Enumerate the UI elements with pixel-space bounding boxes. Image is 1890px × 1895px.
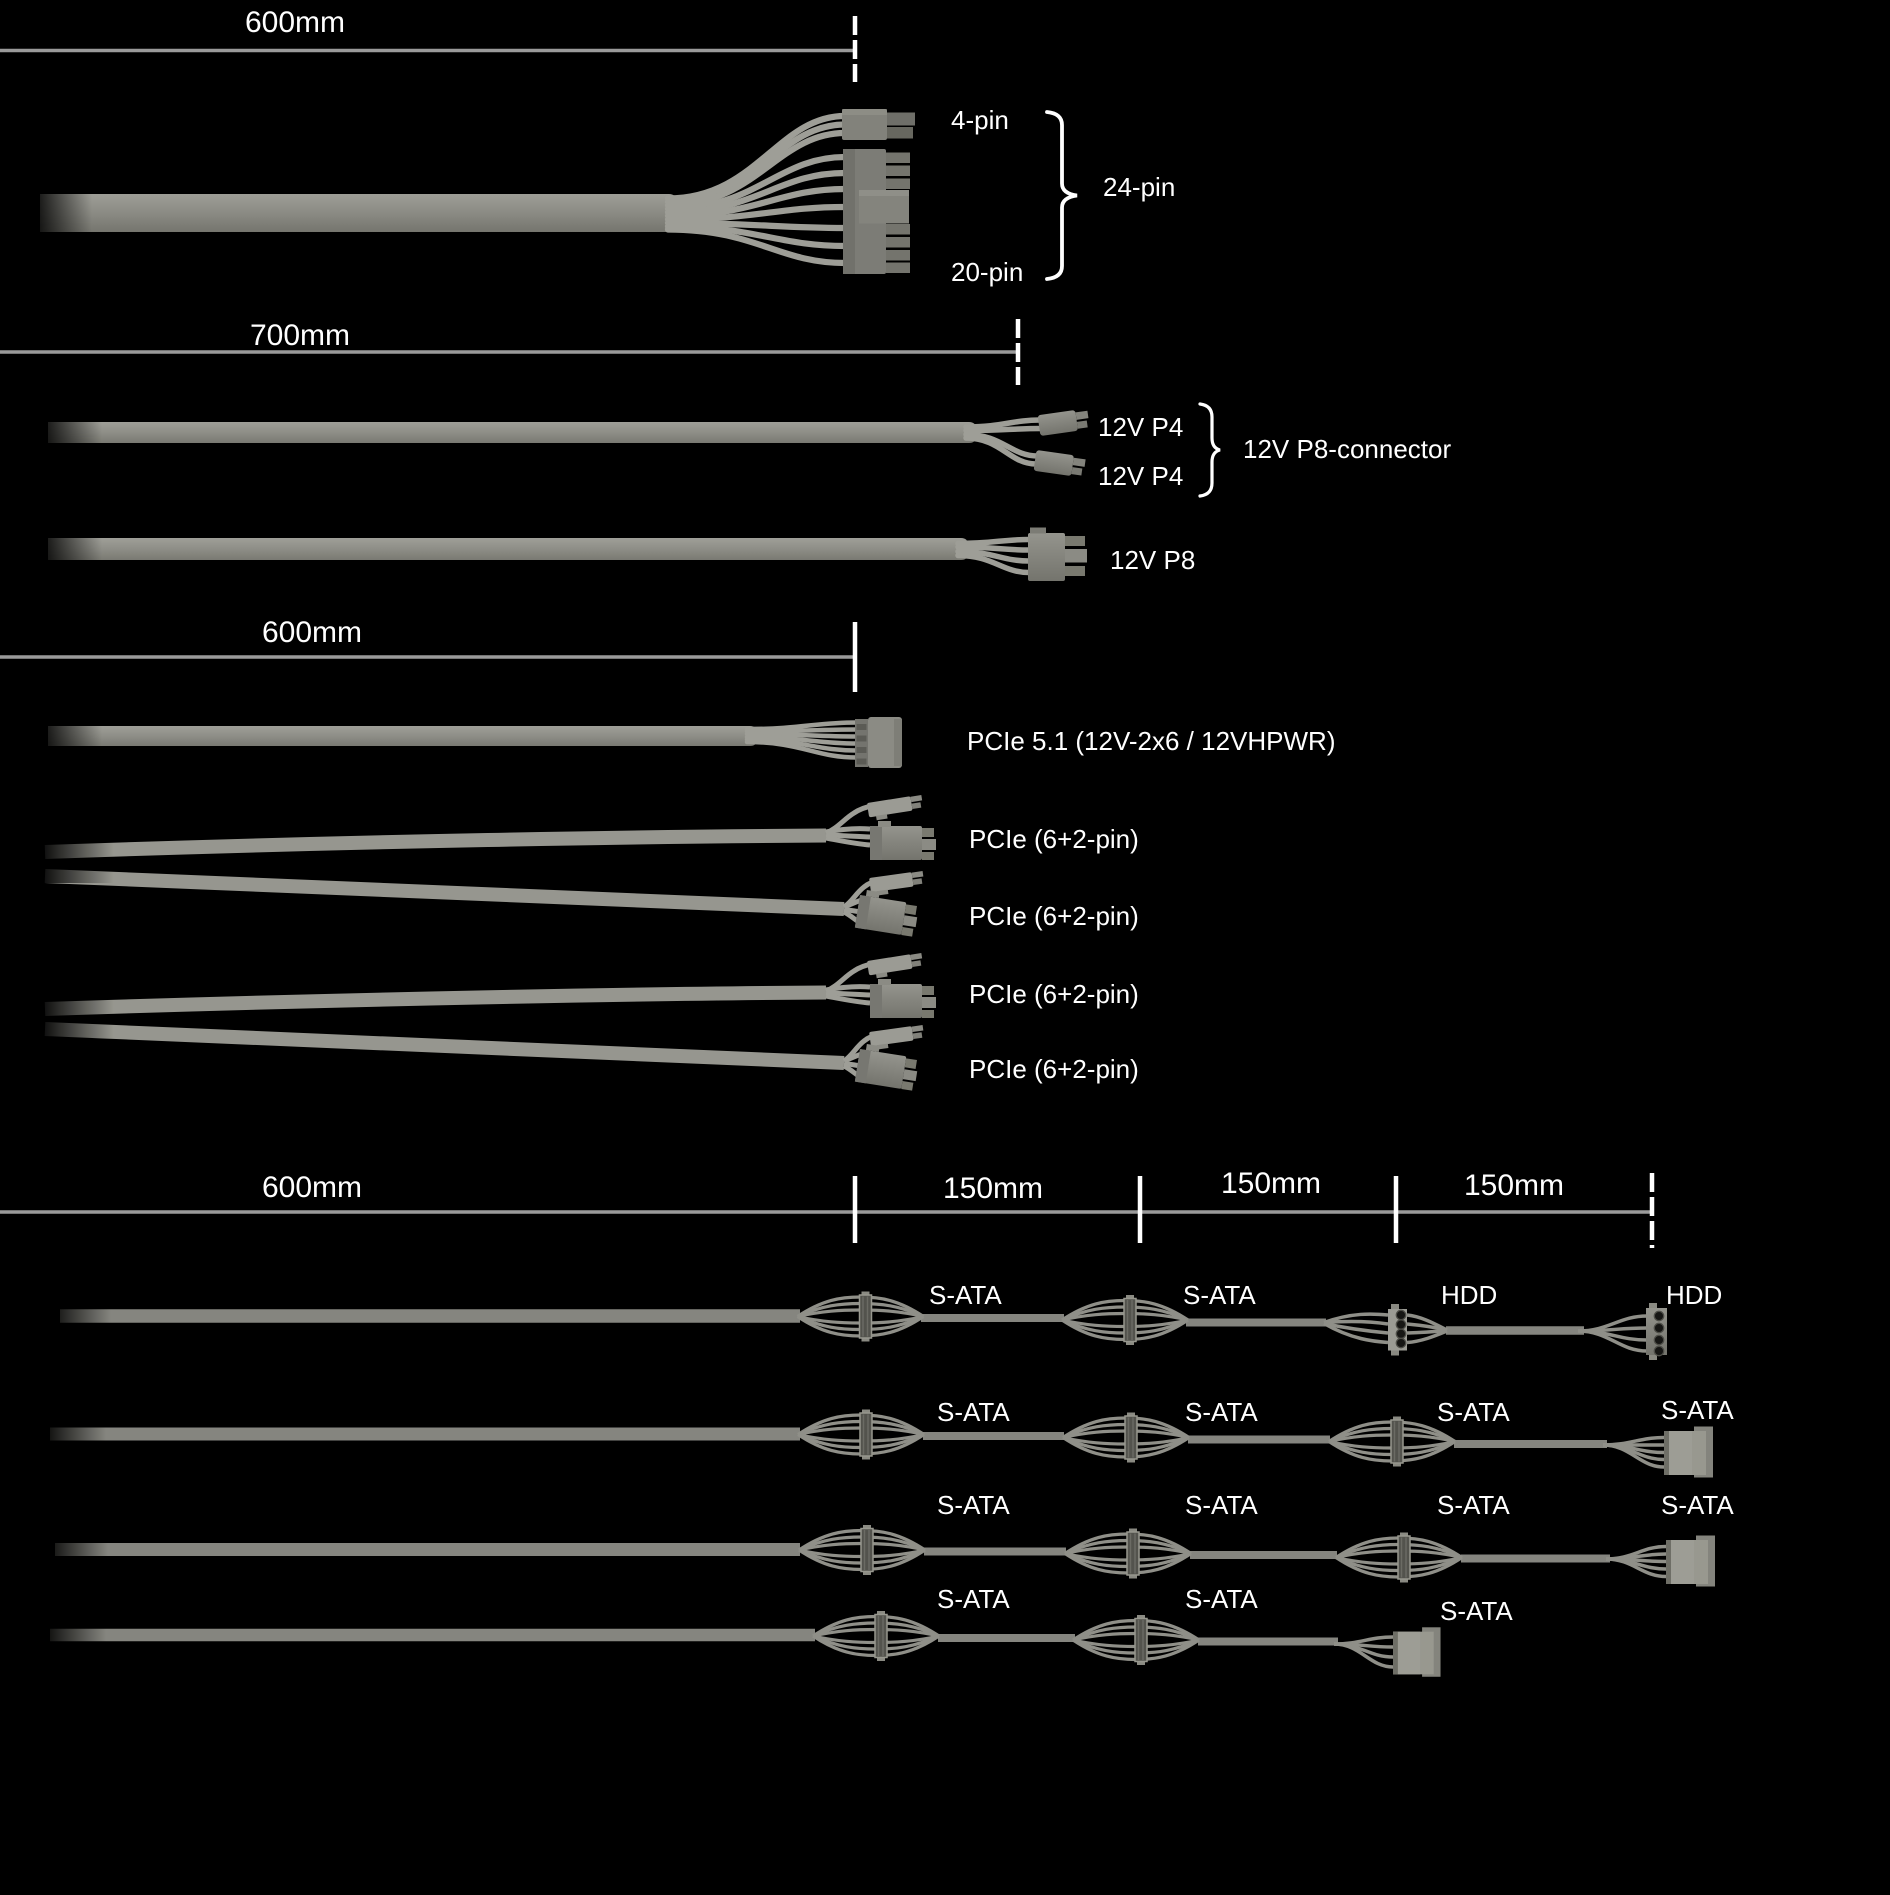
svg-text:HDD: HDD xyxy=(1441,1280,1497,1310)
svg-text:150mm: 150mm xyxy=(943,1172,1043,1205)
svg-text:S-ATA: S-ATA xyxy=(937,1397,1010,1427)
svg-text:12V P8: 12V P8 xyxy=(1110,545,1195,575)
svg-text:PCIe (6+2-pin): PCIe (6+2-pin) xyxy=(969,1054,1139,1084)
svg-text:S-ATA: S-ATA xyxy=(1185,1584,1258,1614)
svg-text:S-ATA: S-ATA xyxy=(1440,1596,1513,1626)
svg-text:S-ATA: S-ATA xyxy=(1661,1490,1734,1520)
svg-text:4-pin: 4-pin xyxy=(951,105,1009,135)
svg-text:S-ATA: S-ATA xyxy=(937,1584,1010,1614)
svg-text:24-pin: 24-pin xyxy=(1103,172,1175,202)
svg-text:S-ATA: S-ATA xyxy=(1185,1397,1258,1427)
svg-text:12V P4: 12V P4 xyxy=(1098,412,1183,442)
svg-text:HDD: HDD xyxy=(1666,1280,1722,1310)
svg-text:700mm: 700mm xyxy=(250,319,350,352)
svg-text:600mm: 600mm xyxy=(262,616,362,649)
svg-text:PCIe (6+2-pin): PCIe (6+2-pin) xyxy=(969,901,1139,931)
svg-text:S-ATA: S-ATA xyxy=(929,1280,1002,1310)
svg-text:600mm: 600mm xyxy=(245,6,345,39)
svg-text:S-ATA: S-ATA xyxy=(1185,1490,1258,1520)
svg-text:150mm: 150mm xyxy=(1464,1169,1564,1202)
svg-text:S-ATA: S-ATA xyxy=(1437,1490,1510,1520)
svg-text:12V P8-connector: 12V P8-connector xyxy=(1243,434,1451,464)
svg-text:S-ATA: S-ATA xyxy=(937,1490,1010,1520)
svg-text:PCIe (6+2-pin): PCIe (6+2-pin) xyxy=(969,824,1139,854)
svg-text:PCIe (6+2-pin): PCIe (6+2-pin) xyxy=(969,979,1139,1009)
svg-text:20-pin: 20-pin xyxy=(951,257,1023,287)
svg-text:S-ATA: S-ATA xyxy=(1437,1397,1510,1427)
svg-text:PCIe 5.1 (12V-2x6 / 12VHPWR): PCIe 5.1 (12V-2x6 / 12VHPWR) xyxy=(967,726,1335,756)
svg-text:12V P4: 12V P4 xyxy=(1098,461,1183,491)
svg-text:S-ATA: S-ATA xyxy=(1183,1280,1256,1310)
svg-text:S-ATA: S-ATA xyxy=(1661,1395,1734,1425)
svg-text:600mm: 600mm xyxy=(262,1171,362,1204)
svg-text:150mm: 150mm xyxy=(1221,1167,1321,1200)
